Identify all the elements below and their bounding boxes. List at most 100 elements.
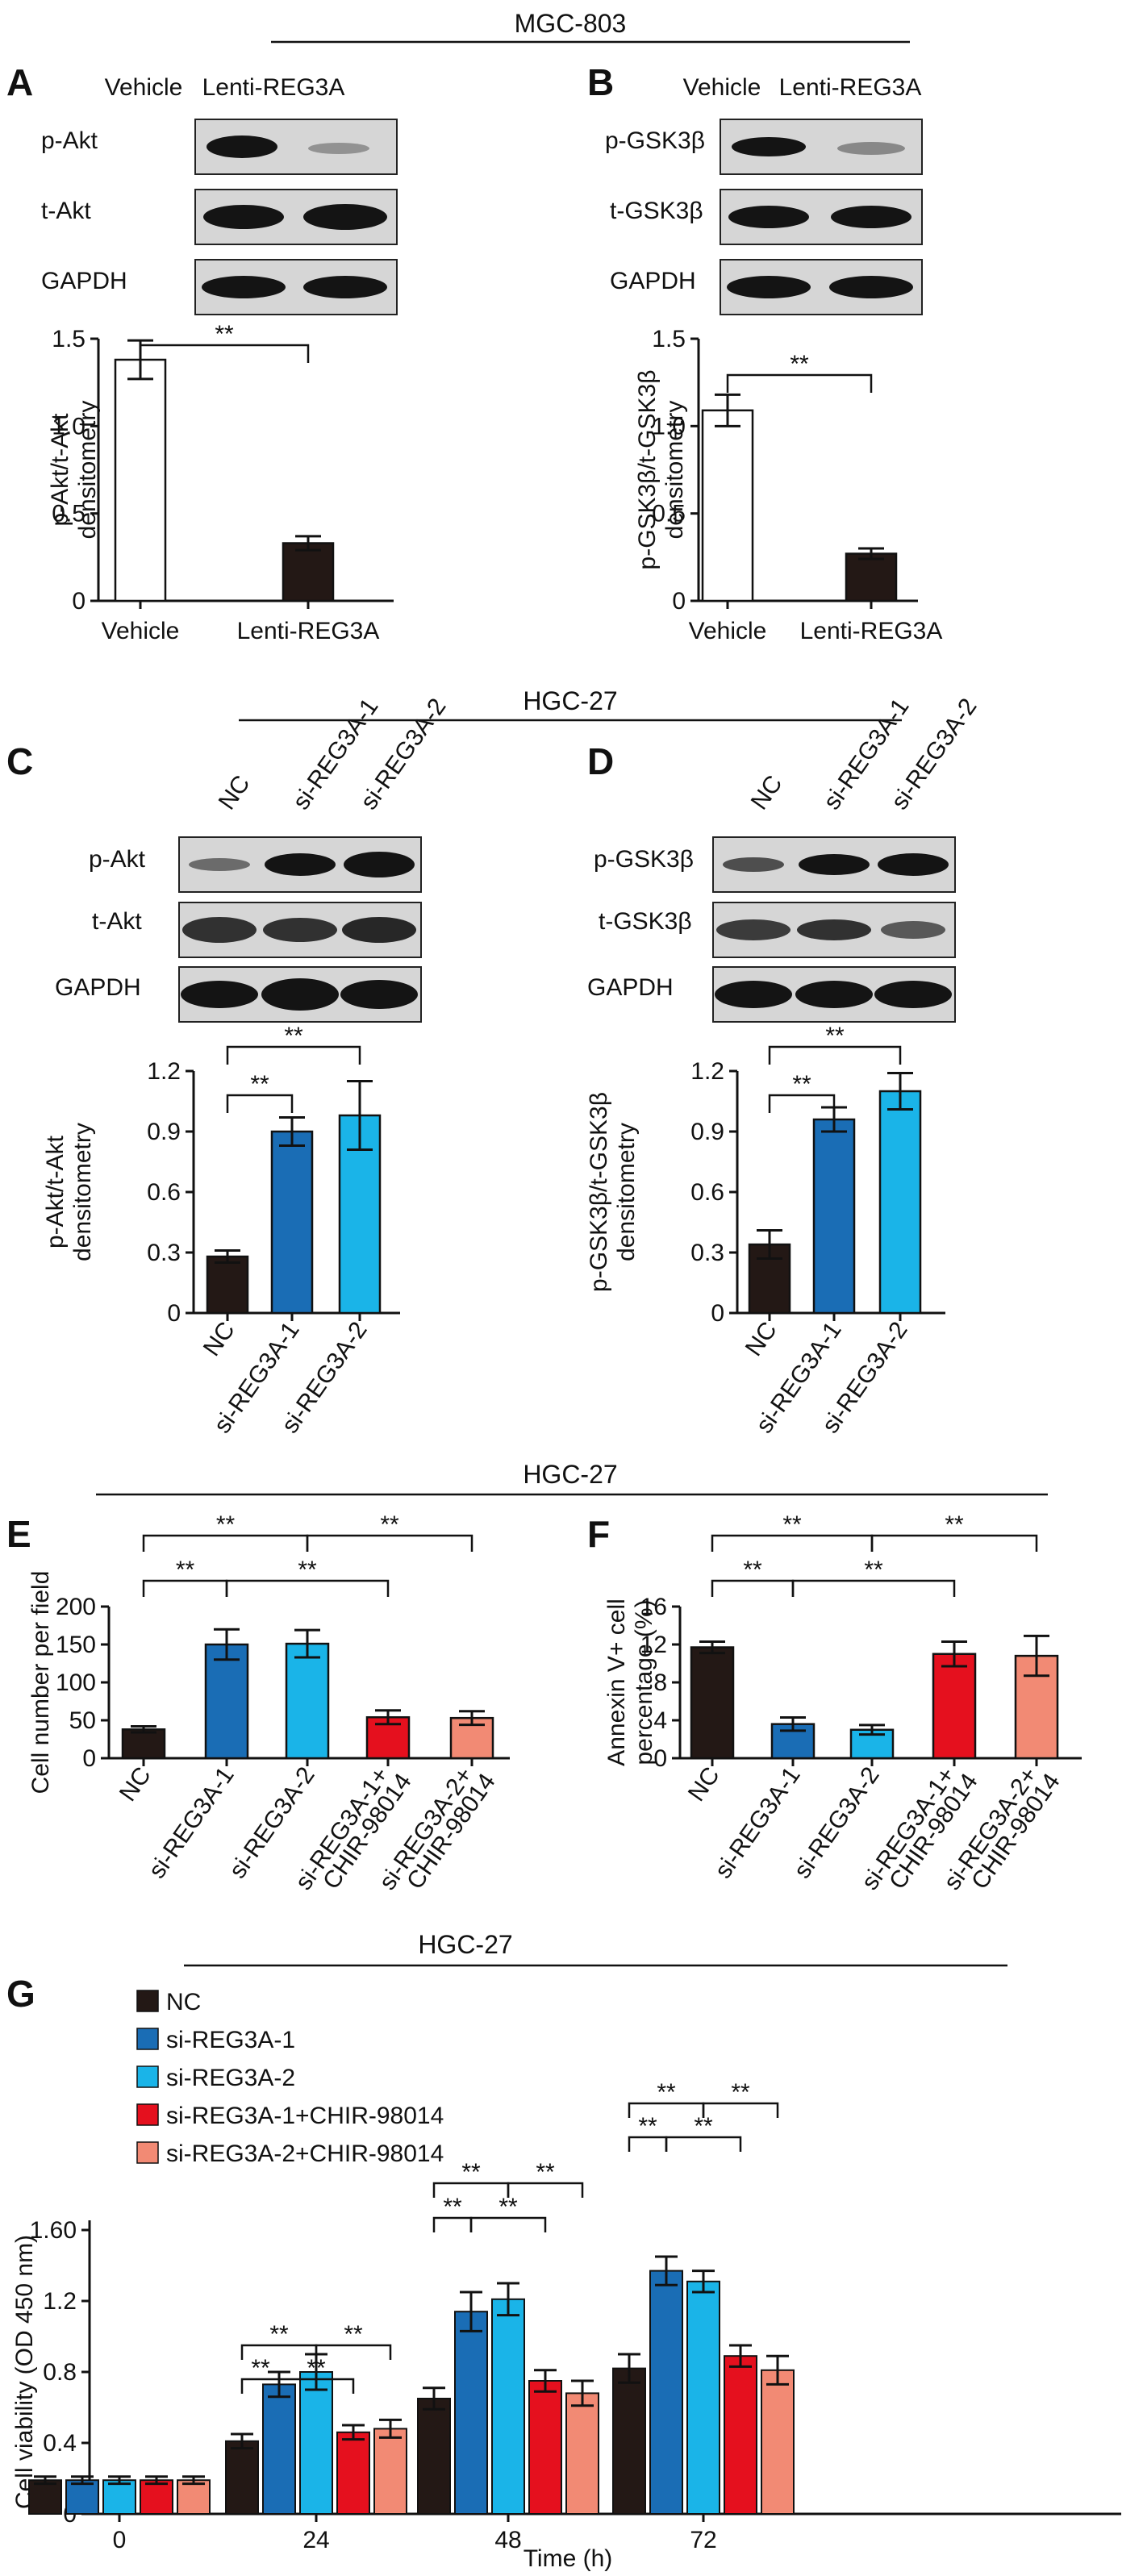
panel-letter-b: B [587, 61, 614, 103]
y-axis-title: p-GSK3β/t-GSK3β [586, 1092, 612, 1292]
y-tick-label: 0.6 [690, 1179, 724, 1206]
bar [102, 2479, 136, 2515]
significance-label: ** [731, 2079, 750, 2106]
error-bar [460, 2290, 482, 2332]
blot-a-row-label: t-Akt [41, 198, 91, 224]
chart-d: 0 0.3 0.6 0.9 1.2 p-GSK3β/t-GSK3β densitometry… [586, 1023, 945, 1438]
bar [491, 2298, 525, 2516]
bar [299, 2371, 333, 2515]
y-tick-label: 1.0 [52, 413, 86, 440]
blot-band [874, 981, 952, 1008]
blot-b-lane-vehicle: Vehicle [683, 74, 761, 101]
blot-a-row-label: p-Akt [41, 127, 98, 154]
chart-c: 00.30.60.91.2p-Akt/t-Akt densitometryNCsi… [42, 1023, 400, 1438]
y-tick-label: 1.0 [652, 413, 686, 440]
error-bar [34, 2475, 56, 2486]
bar [878, 1090, 922, 1315]
significance-label: ** [657, 2079, 676, 2106]
significance-bracket [870, 1534, 1038, 1552]
legend-label: si-REG3A-1+CHIR-98014 [166, 2103, 444, 2129]
y-axis-title: densitometry [613, 1123, 640, 1261]
error-bar [1024, 1634, 1049, 1678]
significance-label: ** [176, 1557, 195, 1583]
blot-band [189, 858, 250, 871]
y-tick-label: 0 [672, 588, 686, 615]
significance-bracket [726, 373, 873, 393]
y-tick-label: 1.2 [147, 1058, 181, 1085]
blot-c-row-label: t-Akt [92, 908, 142, 935]
significance-label: ** [216, 1511, 236, 1538]
bar [114, 358, 167, 602]
significance-label: ** [269, 2321, 289, 2348]
blot-band [261, 978, 339, 1011]
x-tick-label: NC [198, 1317, 240, 1361]
significance-label: ** [443, 2194, 462, 2220]
x-tick-label: 48 [494, 2527, 521, 2553]
bar [270, 1130, 314, 1315]
x-axis-title: Time (h) [524, 2545, 613, 2572]
significance-bracket [225, 1579, 390, 1597]
bar [649, 2270, 683, 2516]
blot-band [797, 919, 871, 940]
blot-c: NC si-REG3A-1 si-REG3A-2 p-Akt t-Akt GAP… [55, 694, 452, 1023]
error-bar [182, 2475, 205, 2486]
y-tick-label: 16 [640, 1594, 667, 1620]
significance-label: ** [250, 1071, 269, 1098]
error-bar [941, 1640, 967, 1668]
bar [701, 409, 754, 602]
x-tick-label: Lenti-REG3A [800, 618, 943, 644]
error-bar [766, 2354, 789, 2386]
bar [812, 1118, 856, 1315]
error-bar [342, 2424, 365, 2441]
y-axis-title: densitometry [69, 1123, 96, 1261]
error-bar [423, 2386, 445, 2411]
significance-bracket [711, 1579, 795, 1597]
significance-bracket [142, 1534, 309, 1552]
bar [225, 2440, 259, 2516]
y-tick-label: 1.60 [30, 2217, 77, 2244]
blot-band [716, 919, 791, 940]
error-bar [729, 2344, 752, 2368]
blot-c-row-label: GAPDH [55, 974, 141, 1001]
blot-band [715, 981, 792, 1008]
error-bar [279, 1116, 305, 1147]
y-tick-label: 0.9 [147, 1119, 181, 1145]
header-hgc-27-2: HGC-27 [523, 1460, 617, 1489]
legend-swatch [136, 1990, 159, 2012]
blot-band [799, 854, 870, 875]
blot-c-row-label: p-Akt [89, 846, 146, 873]
bar [565, 2392, 599, 2515]
y-tick-label: 12 [640, 1632, 667, 1658]
significance-bracket [277, 2378, 355, 2394]
significance-label: ** [536, 2159, 555, 2186]
error-bar [887, 1072, 913, 1111]
y-axis-title: p-Akt/t-Akt [42, 1135, 69, 1248]
bar [612, 2367, 646, 2516]
y-tick-label: 0.8 [43, 2359, 77, 2386]
bar [206, 1255, 249, 1315]
significance-label: ** [864, 1557, 883, 1583]
y-tick-label: 0.5 [52, 501, 86, 527]
error-bar [145, 2475, 168, 2486]
error-bar [757, 1229, 782, 1260]
bar [417, 2398, 451, 2515]
blot-c-lane-nc: NC [214, 771, 256, 815]
legend-label: si-REG3A-1 [166, 2027, 295, 2053]
blot-band [203, 205, 284, 229]
error-bar [534, 2369, 557, 2393]
blot-b-row-label: t-GSK3β [610, 198, 703, 224]
significance-label: ** [825, 1023, 845, 1049]
y-tick-label: 50 [69, 1707, 96, 1734]
blot-band [308, 143, 369, 154]
y-tick-label: 0 [82, 1745, 96, 1772]
bar [65, 2479, 99, 2515]
y-axis-title: percentage (%) [631, 1599, 657, 1765]
chart-a: 0 0.5 1.0 1.5 p-Akt/t-Akt densitometry Vehicle… [47, 321, 394, 644]
blot-band [878, 853, 949, 876]
significance-label: ** [461, 2159, 481, 2186]
x-tick-label: Vehicle [689, 618, 767, 644]
blot-band [837, 142, 905, 155]
error-bar [459, 1710, 485, 1727]
error-bar [379, 2418, 402, 2439]
legend-swatch [136, 2028, 159, 2050]
